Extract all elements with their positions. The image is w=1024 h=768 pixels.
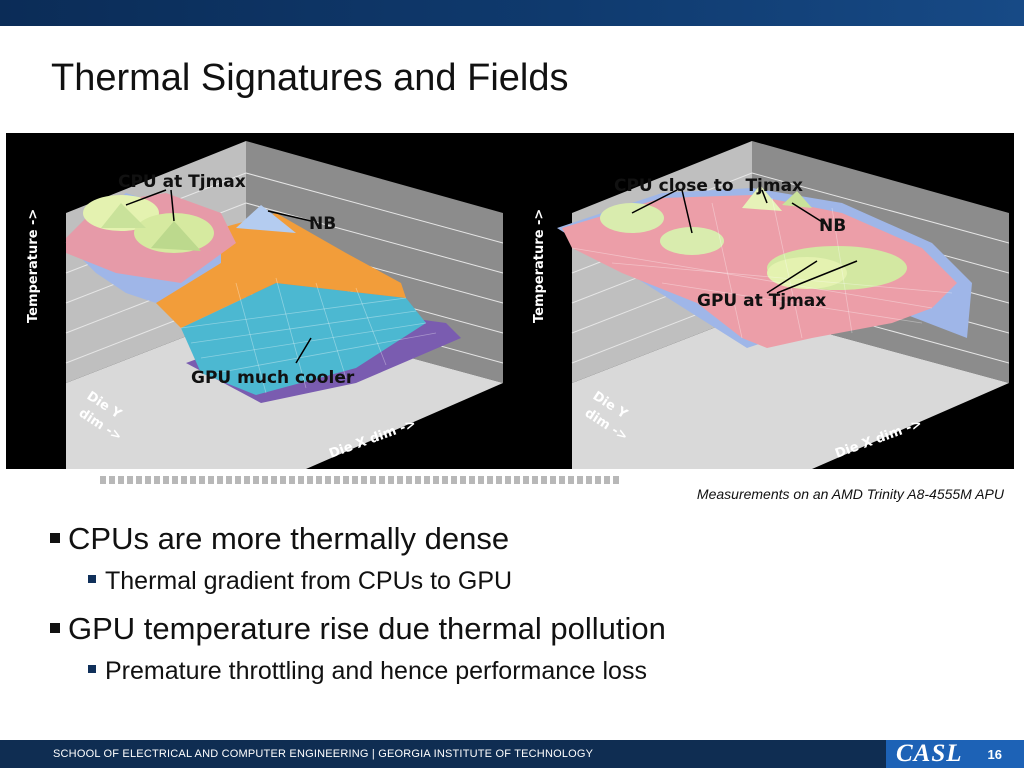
top-banner xyxy=(0,0,1024,26)
bullet-item: GPU temperature rise due thermal polluti… xyxy=(50,611,666,647)
annotation-nb-right: NB xyxy=(819,216,846,236)
sub-bullet-marker-icon xyxy=(88,665,96,674)
casl-logo: CASL xyxy=(896,740,963,767)
page-number: 16 xyxy=(987,747,1002,762)
footer-institution-text: SCHOOL OF ELECTRICAL AND COMPUTER ENGINE… xyxy=(53,748,594,760)
thermal-plot-left: CPU at Tjmax NB GPU much cooler Temperat… xyxy=(6,133,503,469)
sub-bullet-text: Thermal gradient from CPUs to GPU xyxy=(105,567,513,595)
thermal-plot-right: CPU close to Tjmax NB GPU at Tjmax Tempe… xyxy=(512,133,1009,469)
bullet-text: CPUs are more thermally dense xyxy=(68,521,510,556)
annotation-nb: NB xyxy=(309,214,336,234)
bullet-marker-icon xyxy=(50,532,60,543)
thermal-figure: CPU at Tjmax NB GPU much cooler Temperat… xyxy=(6,133,1014,469)
sub-bullet-item: Thermal gradient from CPUs to GPU xyxy=(88,567,512,596)
sub-bullet-marker-icon xyxy=(88,575,96,584)
annotation-gpu-tjmax: GPU at Tjmax xyxy=(697,291,826,311)
bullet-marker-icon xyxy=(50,622,60,633)
sub-bullet-item: Premature throttling and hence performan… xyxy=(88,657,647,686)
bullet-text: GPU temperature rise due thermal polluti… xyxy=(68,611,666,646)
cropped-figure-caption xyxy=(100,476,620,484)
slide-title: Thermal Signatures and Fields xyxy=(51,57,569,99)
sub-bullet-text: Premature throttling and hence performan… xyxy=(105,657,647,685)
axis-temperature-label-right: Temperature -> xyxy=(532,209,547,323)
figure-caption: Measurements on an AMD Trinity A8-4555M … xyxy=(696,486,1004,502)
annotation-cpu-close-tjmax: CPU close to Tjmax xyxy=(614,176,803,196)
footer-bar: SCHOOL OF ELECTRICAL AND COMPUTER ENGINE… xyxy=(0,740,1024,768)
annotation-cpu-tjmax: CPU at Tjmax xyxy=(118,172,246,192)
bullet-item: CPUs are more thermally dense xyxy=(50,521,509,557)
casl-logo-box: CASL 16 xyxy=(886,740,1024,768)
axis-temperature-label: Temperature -> xyxy=(26,209,41,323)
annotation-gpu-cooler: GPU much cooler xyxy=(191,368,355,388)
